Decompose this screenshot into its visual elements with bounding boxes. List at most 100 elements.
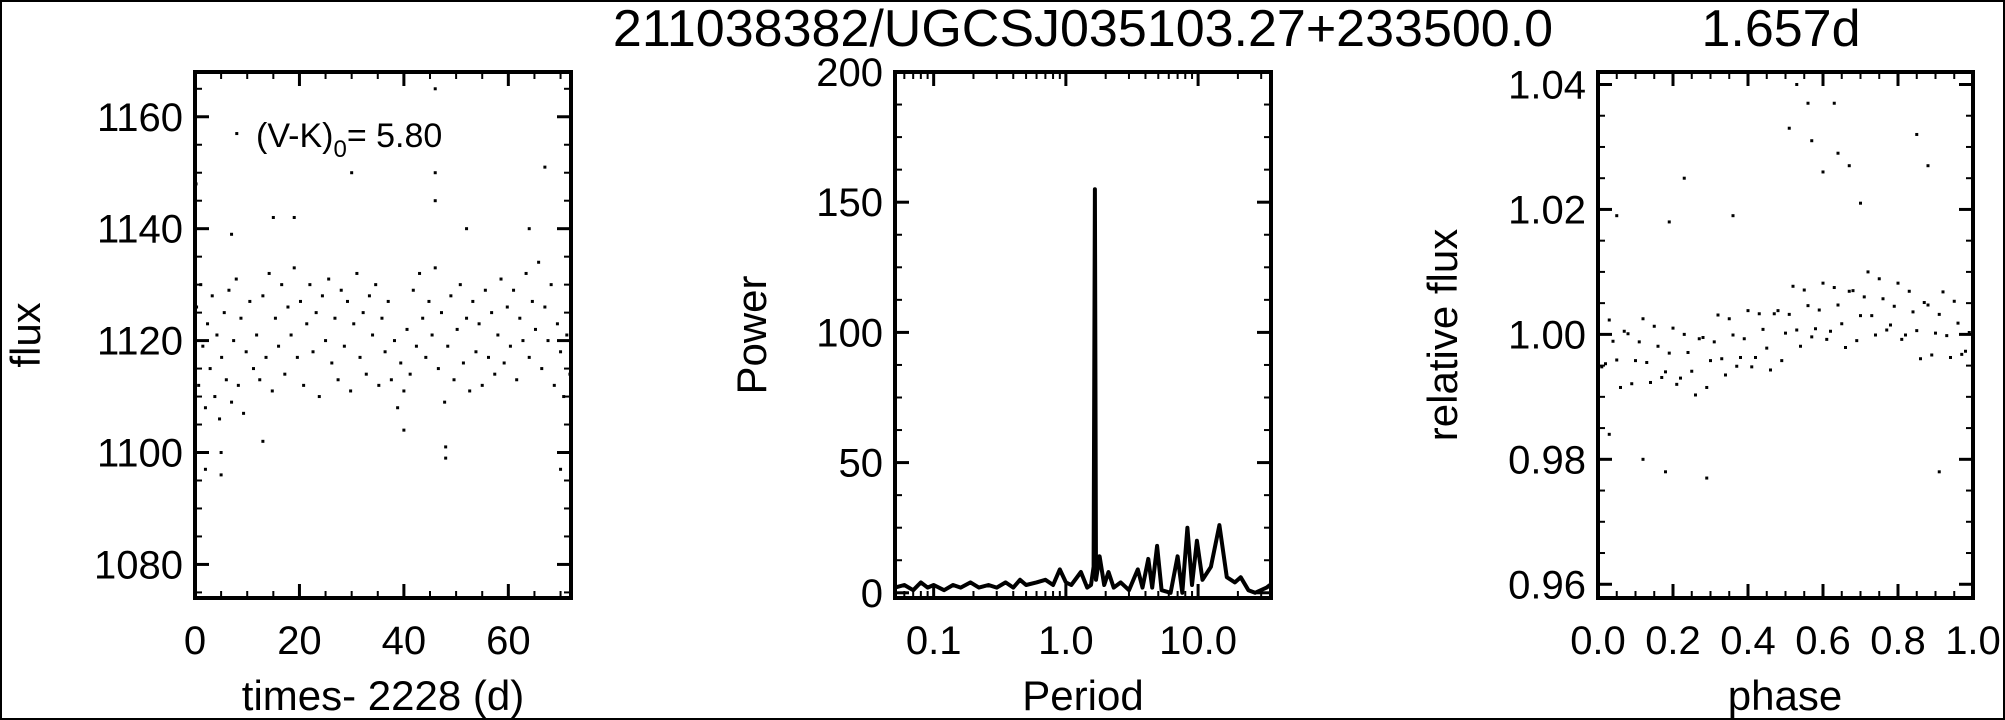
data-point	[1949, 355, 1952, 359]
power-spectrum-line	[894, 187, 1272, 595]
data-point	[386, 299, 390, 303]
data-point	[242, 411, 246, 415]
data-point	[1904, 333, 1907, 337]
data-point	[512, 288, 516, 292]
data-point	[1907, 289, 1911, 293]
data-point	[255, 333, 259, 337]
data-point	[251, 367, 255, 371]
data-point	[1705, 476, 1709, 480]
x-tick-label: 0.2	[1645, 619, 1701, 663]
data-point	[350, 171, 354, 175]
data-point	[1821, 170, 1825, 174]
data-point	[449, 294, 453, 298]
annotation-value: = 5.80	[347, 117, 442, 155]
data-point	[352, 322, 356, 326]
data-point	[1964, 349, 1967, 353]
data-point	[201, 344, 205, 348]
data-point	[444, 456, 448, 460]
data-point	[355, 271, 359, 275]
data-point	[461, 361, 465, 365]
data-point	[1604, 362, 1607, 366]
y-tick-label: 1160	[97, 96, 183, 140]
data-point	[1735, 364, 1739, 368]
data-point	[1814, 327, 1817, 331]
data-point	[1600, 365, 1604, 369]
x-tick-label: 0.0	[1570, 619, 1626, 663]
x-tick-label: 10.0	[1159, 619, 1237, 663]
data-point	[515, 378, 519, 382]
data-point	[1930, 353, 1934, 357]
data-point	[1667, 351, 1671, 355]
x-tick-label: 0.4	[1720, 619, 1776, 663]
object-title: 211038382/UGCSJ035103.27+233500.0	[613, 2, 1553, 58]
data-point	[540, 367, 544, 371]
data-point	[320, 294, 324, 298]
data-point	[1885, 328, 1889, 332]
data-point	[1637, 340, 1641, 344]
data-point	[1847, 164, 1851, 168]
data-point	[411, 288, 415, 292]
x-tick-label: 0.6	[1795, 619, 1851, 663]
data-point	[1727, 317, 1731, 321]
data-point	[1825, 337, 1829, 341]
data-point	[302, 383, 306, 387]
data-point	[1934, 331, 1937, 335]
data-point	[565, 333, 569, 337]
data-point	[499, 277, 503, 281]
data-point	[317, 395, 321, 399]
data-point	[264, 355, 268, 359]
data-point	[219, 451, 223, 455]
data-point	[203, 467, 207, 471]
data-point	[1829, 329, 1832, 333]
panel2-ylabel: Power	[728, 275, 775, 394]
x-tick-label: 1.0	[1038, 619, 1094, 663]
data-point	[486, 355, 490, 359]
data-point	[349, 389, 353, 393]
data-point	[465, 227, 469, 231]
data-point	[1859, 314, 1862, 318]
data-point	[371, 333, 375, 337]
data-point	[521, 339, 525, 343]
data-point	[1795, 82, 1799, 86]
data-point	[208, 367, 212, 371]
panel3-xlabel: phase	[1728, 672, 1842, 719]
data-point	[298, 299, 302, 303]
data-point	[1799, 344, 1802, 348]
panel3-ylabel: relative flux	[1419, 229, 1466, 441]
data-point	[239, 316, 243, 320]
data-point	[1926, 303, 1930, 307]
data-point	[1870, 314, 1874, 318]
data-point	[1832, 101, 1836, 105]
data-point	[496, 333, 500, 337]
data-point	[1911, 310, 1915, 314]
data-point	[1855, 339, 1859, 343]
data-point	[1874, 333, 1877, 337]
y-tick-label: 1120	[97, 320, 183, 364]
data-point	[1881, 297, 1885, 301]
data-point	[210, 294, 214, 298]
data-point	[408, 372, 412, 376]
data-point	[1705, 385, 1709, 389]
data-point	[1836, 303, 1840, 307]
data-point	[1664, 370, 1667, 374]
data-point	[1716, 313, 1720, 317]
data-point	[292, 215, 296, 219]
data-point	[562, 395, 566, 399]
data-point	[1780, 359, 1784, 363]
data-point	[1866, 270, 1870, 274]
data-point	[537, 260, 541, 264]
data-point	[1742, 337, 1746, 341]
data-point	[308, 283, 312, 287]
data-point	[1615, 358, 1619, 362]
data-point	[230, 400, 234, 404]
data-point	[1851, 289, 1855, 293]
data-point	[1607, 318, 1611, 322]
y-tick-label: 0	[861, 572, 883, 616]
data-point	[277, 344, 281, 348]
data-point	[286, 305, 290, 309]
data-point	[439, 311, 443, 315]
data-point	[1772, 312, 1776, 316]
y-tick-label: 150	[816, 181, 883, 225]
plot-frame	[893, 70, 1273, 600]
